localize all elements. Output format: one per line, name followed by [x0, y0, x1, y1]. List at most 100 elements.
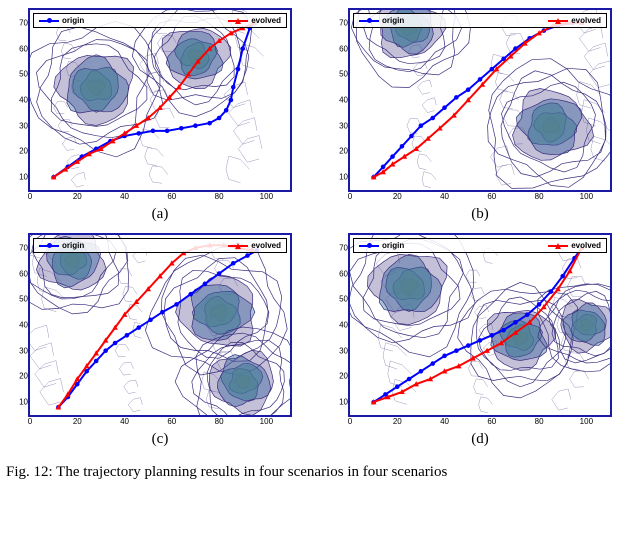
y-axis-ticks: 10 20 30 40 50 60 70: [334, 10, 348, 190]
panel-b: originevolved02040608010010203040506070 …: [340, 8, 620, 233]
triangle-marker-icon: [228, 245, 248, 247]
y-tick: 20: [339, 147, 348, 156]
y-tick: 50: [339, 70, 348, 79]
legend-item-origin: origin: [39, 16, 84, 25]
legend-item-evolved: evolved: [228, 16, 281, 25]
circle-marker-icon: [359, 245, 379, 247]
x-axis-ticks: 0 20 40 60 80 100: [350, 417, 610, 427]
y-tick: 10: [339, 398, 348, 407]
y-tick: 10: [19, 398, 28, 407]
y-tick: 40: [19, 321, 28, 330]
y-tick: 10: [19, 173, 28, 182]
plot-svg: [350, 235, 610, 415]
x-tick: 80: [215, 417, 224, 426]
x-axis-ticks: 0 20 40 60 80 100: [30, 417, 290, 427]
legend-label: evolved: [251, 16, 281, 25]
y-axis-ticks: 10 20 30 40 50 60 70: [14, 10, 28, 190]
x-tick: 80: [215, 192, 224, 201]
panel-d-label: (d): [471, 431, 489, 448]
triangle-marker-icon: [228, 20, 248, 22]
legend-label: evolved: [251, 241, 281, 250]
legend-item-evolved: evolved: [548, 16, 601, 25]
circle-marker-icon: [39, 245, 59, 247]
legend-item-evolved: evolved: [228, 241, 281, 250]
x-tick: 100: [580, 417, 593, 426]
y-tick: 50: [19, 70, 28, 79]
panel-a-label: (a): [152, 206, 169, 223]
x-tick: 20: [73, 417, 82, 426]
legend: origin evolved: [33, 238, 287, 253]
y-tick: 60: [339, 269, 348, 278]
y-tick: 30: [19, 346, 28, 355]
x-axis-ticks: 0 20 40 60 80 100: [350, 192, 610, 202]
x-tick: 60: [167, 417, 176, 426]
legend: origin evolved: [353, 13, 607, 28]
x-tick: 80: [535, 192, 544, 201]
x-tick: 20: [73, 192, 82, 201]
y-tick: 20: [19, 372, 28, 381]
y-tick: 30: [339, 346, 348, 355]
x-tick: 0: [348, 417, 352, 426]
y-tick: 20: [339, 372, 348, 381]
x-tick: 0: [28, 417, 32, 426]
x-tick: 60: [167, 192, 176, 201]
y-tick: 70: [339, 243, 348, 252]
x-tick: 0: [348, 192, 352, 201]
y-tick: 50: [19, 295, 28, 304]
circle-marker-icon: [39, 20, 59, 22]
y-tick: 60: [339, 44, 348, 53]
x-tick: 20: [393, 192, 402, 201]
legend-label: origin: [382, 16, 404, 25]
legend-label: evolved: [571, 16, 601, 25]
y-tick: 30: [339, 121, 348, 130]
x-tick: 0: [28, 192, 32, 201]
plot-d: originevolved02040608010010203040506070: [348, 233, 612, 417]
legend: origin evolved: [33, 13, 287, 28]
y-tick: 70: [19, 18, 28, 27]
x-tick: 20: [393, 417, 402, 426]
panel-a: originevolved02040608010010203040506070 …: [20, 8, 300, 233]
legend-label: origin: [382, 241, 404, 250]
legend-item-origin: origin: [359, 241, 404, 250]
x-tick: 100: [580, 192, 593, 201]
y-tick: 40: [19, 96, 28, 105]
y-tick: 50: [339, 295, 348, 304]
plot-svg: [350, 10, 610, 190]
legend-label: origin: [62, 16, 84, 25]
x-tick: 40: [120, 417, 129, 426]
x-tick: 40: [120, 192, 129, 201]
figure-caption: Fig. 12: The trajectory planning results…: [0, 458, 640, 481]
legend-label: evolved: [571, 241, 601, 250]
legend-item-origin: origin: [359, 16, 404, 25]
x-tick: 40: [440, 192, 449, 201]
y-tick: 30: [19, 121, 28, 130]
y-tick: 10: [339, 173, 348, 182]
x-axis-ticks: 020406080100: [30, 192, 290, 202]
y-tick: 70: [19, 243, 28, 252]
x-tick: 80: [535, 417, 544, 426]
y-tick: 40: [339, 96, 348, 105]
legend-label: origin: [62, 241, 84, 250]
y-tick: 20: [19, 147, 28, 156]
x-tick: 100: [260, 417, 273, 426]
legend: origin evolved: [353, 238, 607, 253]
y-axis-ticks: 10 20 30 40 50 60 70: [14, 235, 28, 415]
panel-c-label: (c): [152, 431, 169, 448]
legend-item-origin: origin: [39, 241, 84, 250]
y-tick: 60: [19, 44, 28, 53]
plot-svg: [30, 10, 290, 190]
x-tick: 40: [440, 417, 449, 426]
panel-c: originevolved02040608010010203040506070 …: [20, 233, 300, 458]
plot-svg: [30, 235, 290, 415]
x-tick: 60: [487, 417, 496, 426]
y-tick: 60: [19, 269, 28, 278]
legend-item-evolved: evolved: [548, 241, 601, 250]
panel-b-label: (b): [471, 206, 489, 223]
y-axis-ticks: 10203040506070: [334, 235, 348, 415]
panel-d: originevolved02040608010010203040506070 …: [340, 233, 620, 458]
plot-b: originevolved02040608010010203040506070: [348, 8, 612, 192]
circle-marker-icon: [359, 20, 379, 22]
y-tick: 70: [339, 18, 348, 27]
x-tick: 60: [487, 192, 496, 201]
plot-c: originevolved02040608010010203040506070: [28, 233, 292, 417]
